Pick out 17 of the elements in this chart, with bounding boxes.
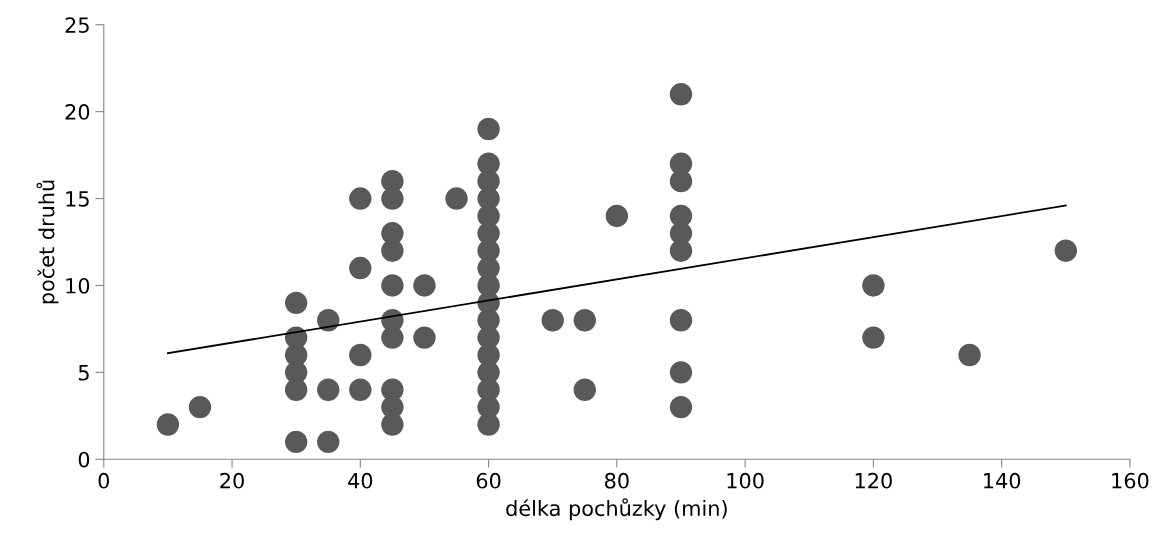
y-tick-label: 15 <box>66 191 89 207</box>
y-tick-label: 25 <box>65 17 89 33</box>
y-axis-title: počet druhů <box>36 180 59 304</box>
y-tick-label: 20 <box>65 104 90 120</box>
y-tick-label: 10 <box>66 277 90 294</box>
x-tick-label: 140 <box>984 472 1021 489</box>
x-tick-label: 20 <box>220 472 244 489</box>
x-tick-label: 160 <box>1112 472 1149 489</box>
x-tick-label: 40 <box>348 472 373 489</box>
x-tick-label: 0 <box>98 472 110 489</box>
x-tick-label: 60 <box>476 472 501 489</box>
x-tick-label: 120 <box>855 472 892 489</box>
x-tick-label: 80 <box>605 472 629 489</box>
x-axis-title: délka pochůzky (min) <box>506 498 727 521</box>
x-tick-label: 100 <box>727 472 764 489</box>
y-tick-label: 5 <box>78 365 89 381</box>
y-tick-label: 0 <box>78 451 90 468</box>
